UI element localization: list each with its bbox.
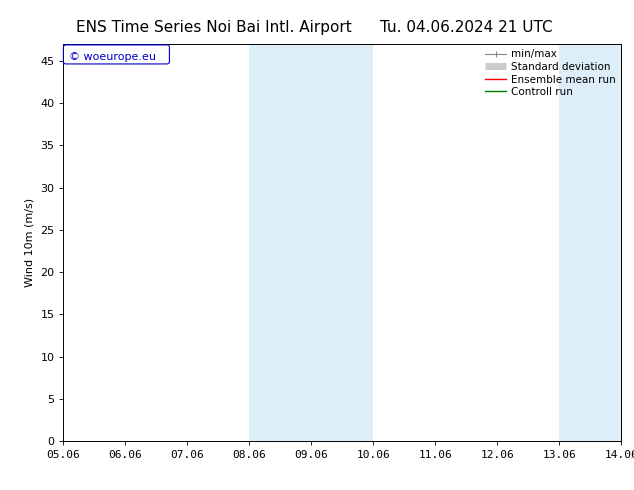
Bar [249,44,373,441]
Bar [559,44,634,441]
Text: Tu. 04.06.2024 21 UTC: Tu. 04.06.2024 21 UTC [380,20,553,35]
Text: ENS Time Series Noi Bai Intl. Airport: ENS Time Series Noi Bai Intl. Airport [76,20,352,35]
Text: © woeurope.eu: © woeurope.eu [69,52,156,62]
Y-axis label: Wind 10m (m/s): Wind 10m (m/s) [25,198,35,287]
Legend: min/max, Standard deviation, Ensemble mean run, Controll run: min/max, Standard deviation, Ensemble me… [483,47,618,99]
